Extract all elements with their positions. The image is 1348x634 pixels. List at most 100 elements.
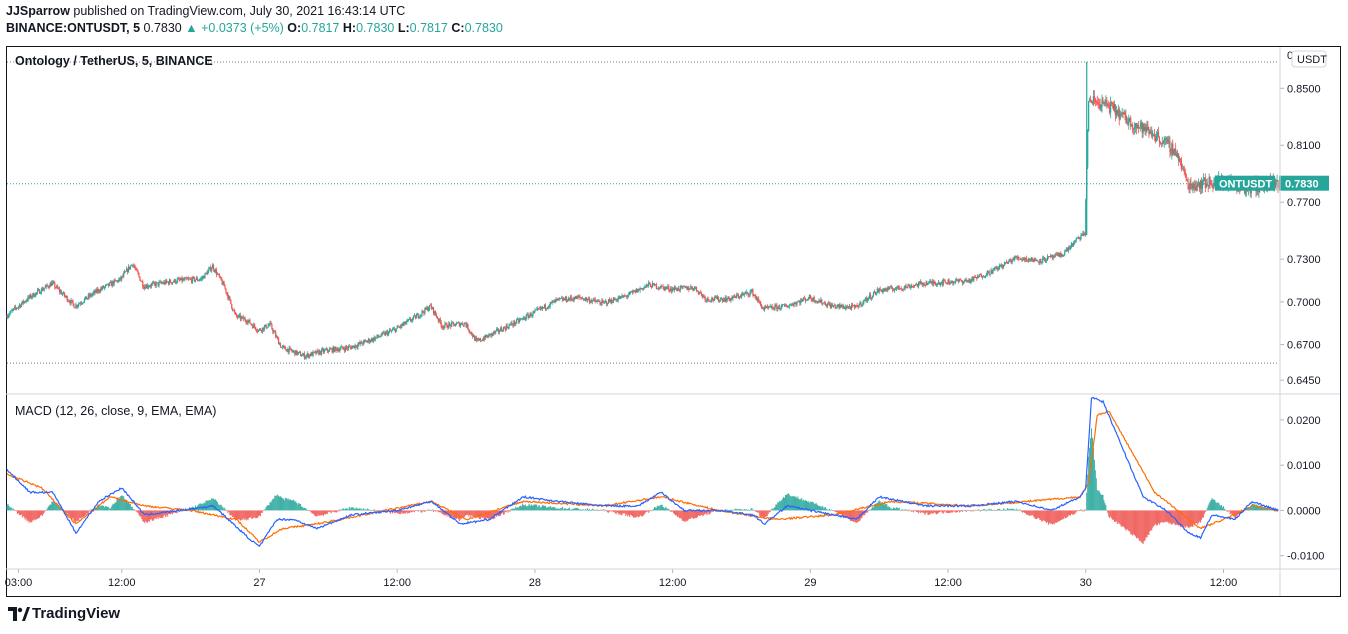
macd-histogram-bar [633, 510, 635, 518]
candle [443, 325, 445, 330]
candle [1154, 133, 1157, 144]
candle [1056, 252, 1058, 257]
macd-histogram-bar [708, 510, 710, 515]
candle [266, 327, 268, 329]
candle-body [887, 287, 889, 291]
macd-histogram-bar [646, 510, 648, 512]
publisher-name[interactable]: JJSparrow [6, 4, 70, 18]
candle-body [953, 282, 955, 284]
candle-body [192, 277, 195, 278]
candle [913, 284, 915, 289]
candle [488, 332, 490, 338]
candle [31, 295, 33, 300]
candle-body [1140, 122, 1142, 126]
candle-body [199, 279, 201, 280]
candle-body [960, 279, 963, 282]
macd-histogram-bar [704, 510, 706, 515]
candle [1096, 95, 1098, 106]
candle-body [375, 337, 377, 339]
candle [939, 282, 942, 287]
candle-body [645, 285, 647, 287]
currency-button[interactable]: USDT [1291, 50, 1327, 68]
candle [72, 299, 74, 307]
macd-histogram-bar [15, 510, 17, 512]
candle [465, 321, 467, 328]
candle-body [716, 296, 719, 299]
candle [592, 297, 594, 302]
macd-histogram-bar [514, 508, 516, 511]
candle [295, 349, 297, 355]
candle-body [124, 271, 126, 274]
candle [1200, 177, 1203, 195]
candle-body [1094, 98, 1096, 102]
macd-histogram-bar [119, 497, 121, 511]
candle [738, 296, 741, 300]
candle [656, 287, 658, 290]
macd-histogram-bar [538, 505, 540, 511]
macd-histogram-bar [605, 509, 607, 511]
candle-body [592, 298, 594, 301]
macd-histogram-bar [726, 509, 728, 511]
macd-histogram-bar [767, 510, 769, 514]
macd-histogram-bar [761, 510, 763, 517]
candle-body [1049, 255, 1051, 257]
candle [583, 298, 585, 302]
macd-histogram-bar [49, 504, 51, 511]
candle-body [211, 268, 213, 271]
macd-histogram-bar [775, 504, 777, 511]
candle-body [238, 315, 240, 316]
candle [1164, 135, 1166, 146]
candle [727, 295, 729, 300]
candle-body [1006, 262, 1008, 264]
macd-histogram-bar [563, 509, 565, 511]
symbol-name[interactable]: BINANCE:ONTUSDT, 5 [6, 21, 141, 35]
candle-body [657, 287, 659, 289]
macd-histogram-bar [374, 510, 376, 511]
candle-body [956, 279, 958, 281]
candle-body [411, 318, 414, 321]
macd-histogram-bar [311, 510, 313, 514]
macd-histogram-bar [110, 507, 112, 511]
candle-body [250, 323, 252, 325]
candle [980, 273, 983, 278]
candle-body [229, 296, 231, 300]
macd-histogram-bar [466, 510, 468, 516]
candle-body [562, 298, 564, 301]
candle [963, 279, 965, 284]
candle-body [467, 324, 469, 330]
candle [1099, 98, 1101, 111]
candle [621, 293, 623, 299]
candle-body [1073, 241, 1075, 244]
candle [296, 350, 298, 356]
candle-body [312, 351, 314, 356]
candle [400, 323, 402, 330]
macd-histogram-bar [883, 504, 885, 511]
candle [731, 295, 733, 300]
candle-body [584, 299, 586, 301]
candle [338, 347, 340, 353]
macd-histogram-bar [635, 510, 637, 518]
candle-body [266, 327, 268, 329]
candle [967, 279, 969, 283]
candle [109, 280, 111, 284]
candle-body [1110, 102, 1112, 113]
macd-histogram-bar [444, 510, 446, 516]
macd-histogram-bar [818, 506, 820, 511]
candle [50, 281, 52, 287]
macd-histogram-bar [404, 510, 406, 514]
candle-body [590, 300, 592, 303]
macd-histogram-bar [53, 500, 55, 511]
candle [1116, 110, 1118, 117]
candle [711, 296, 713, 303]
candle [880, 289, 882, 292]
macd-histogram-bar [278, 495, 280, 511]
candle [521, 317, 524, 321]
candle [577, 294, 579, 300]
candle-body [1044, 257, 1046, 262]
macd-histogram-bar [169, 510, 172, 515]
candle [118, 277, 120, 283]
macd-histogram-bar [710, 510, 712, 513]
candle [845, 304, 847, 311]
candle [673, 284, 676, 293]
